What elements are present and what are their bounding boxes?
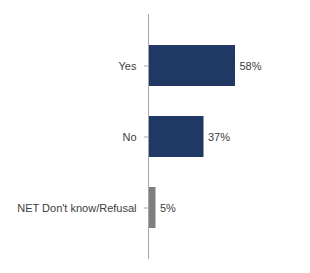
svg-text:5%: 5% [160,202,176,214]
svg-text:NET Don't know/Refusal: NET Don't know/Refusal [17,202,136,214]
svg-text:No: No [122,131,136,143]
svg-text:37%: 37% [208,131,230,143]
svg-text:58%: 58% [240,60,262,72]
svg-text:Yes: Yes [119,60,137,72]
